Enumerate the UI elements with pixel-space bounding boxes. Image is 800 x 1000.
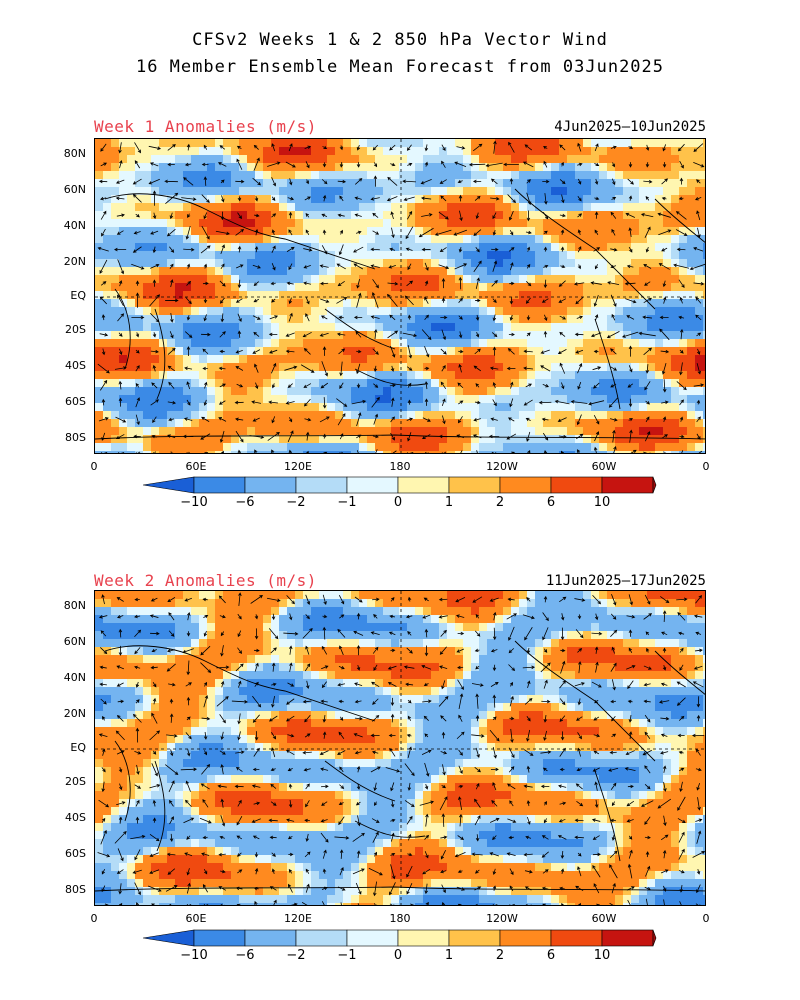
week2-lat-tick-label: 80N — [63, 599, 86, 612]
week2-lon-tick-label: 120W — [486, 912, 518, 925]
week1-colorbar-label: −1 — [337, 495, 357, 510]
week1-lon-tick-label: 0 — [90, 460, 98, 473]
week1-lon-tick-label: 120W — [486, 460, 518, 473]
week1-colorbar-label: −10 — [180, 495, 208, 510]
week1-lon-tick-label: 180 — [389, 460, 411, 473]
week1-colorbar-label: 0 — [393, 495, 403, 510]
week2-lat-tick-label: 20N — [63, 707, 86, 720]
week1-lat-tick-label: EQ — [70, 289, 86, 302]
week2-lon-tick-label: 180 — [389, 912, 411, 925]
week2-colorbar: −10 −6 −2 −1 0 1 2 6 10 — [142, 929, 657, 963]
week2-colorbar-swatches — [142, 929, 657, 947]
week1-wind-vectors — [97, 140, 705, 453]
week1-colorbar-label: 10 — [593, 495, 611, 510]
week2-coastlines — [95, 640, 705, 892]
week2-lon-tick-label: 0 — [702, 912, 710, 925]
week1-field — [95, 139, 705, 453]
week1-lat-tick-label: 40N — [63, 219, 86, 232]
week2-colorbar-label: 2 — [495, 948, 505, 963]
week2-lon-tick-label: 60E — [185, 912, 207, 925]
week1-title: Week 1 Anomalies (m/s) — [94, 117, 317, 136]
week1-colorbar-label: 6 — [546, 495, 556, 510]
week1-date-range: 4Jun2025–10Jun2025 — [554, 119, 706, 135]
week1-lon-tick-label: 60E — [185, 460, 207, 473]
week1-colorbar-label: −6 — [235, 495, 255, 510]
week1-lat-tick-label: 80S — [65, 431, 86, 444]
week2-lon-tick-label: 0 — [90, 912, 98, 925]
week2-lat-tick-label: EQ — [70, 741, 86, 754]
week1-lat-tick-label: 20S — [65, 323, 86, 336]
week1-anomaly-map — [94, 138, 706, 454]
week2-colorbar-label: 10 — [593, 948, 611, 963]
week2-colorbar-label: 0 — [393, 948, 403, 963]
week2-lat-tick-label: 40N — [63, 671, 86, 684]
week2-colorbar-label: 6 — [546, 948, 556, 963]
week1-lat-tick-label: 40S — [65, 359, 86, 372]
week2-colorbar-label: −6 — [235, 948, 255, 963]
week2-lat-tick-label: 40S — [65, 811, 86, 824]
week2-colorbar-label: −1 — [337, 948, 357, 963]
week2-title: Week 2 Anomalies (m/s) — [94, 571, 317, 590]
week2-colorbar-label: 1 — [444, 948, 454, 963]
figure-title-line1: CFSv2 Weeks 1 & 2 850 hPa Vector Wind — [192, 30, 608, 50]
week2-lat-tick-label: 60S — [65, 847, 86, 860]
week2-date-range: 11Jun2025–17Jun2025 — [545, 573, 706, 589]
week2-lat-tick-label: 80S — [65, 883, 86, 896]
week2-colorbar-label: −10 — [180, 948, 208, 963]
week1-lon-tick-label: 120E — [284, 460, 312, 473]
week2-field — [95, 591, 705, 905]
week2-anomaly-map — [94, 590, 706, 906]
figure-title-line2: 16 Member Ensemble Mean Forecast from 03… — [135, 57, 665, 77]
week1-colorbar: −10 −6 −2 −1 0 1 2 6 10 — [142, 476, 657, 510]
week2-shading — [95, 591, 705, 905]
week1-shading — [95, 139, 705, 453]
week1-lon-tick-label: 0 — [702, 460, 710, 473]
week1-colorbar-label: 1 — [444, 495, 454, 510]
week2-lon-tick-label: 60W — [591, 912, 617, 925]
week2-wind-vectors — [97, 592, 705, 905]
week1-colorbar-swatches — [142, 476, 657, 494]
week1-colorbar-label: 2 — [495, 495, 505, 510]
week1-lat-tick-label: 60S — [65, 395, 86, 408]
week1-lat-tick-label: 80N — [63, 147, 86, 160]
week2-lat-tick-label: 60N — [63, 635, 86, 648]
week1-colorbar-label: −2 — [286, 495, 306, 510]
week2-colorbar-label: −2 — [286, 948, 306, 963]
week1-lon-tick-label: 60W — [591, 460, 617, 473]
week1-lat-tick-label: 60N — [63, 183, 86, 196]
week1-lat-tick-label: 20N — [63, 255, 86, 268]
week2-lat-tick-label: 20S — [65, 775, 86, 788]
week1-coastlines — [95, 188, 705, 440]
week2-lon-tick-label: 120E — [284, 912, 312, 925]
